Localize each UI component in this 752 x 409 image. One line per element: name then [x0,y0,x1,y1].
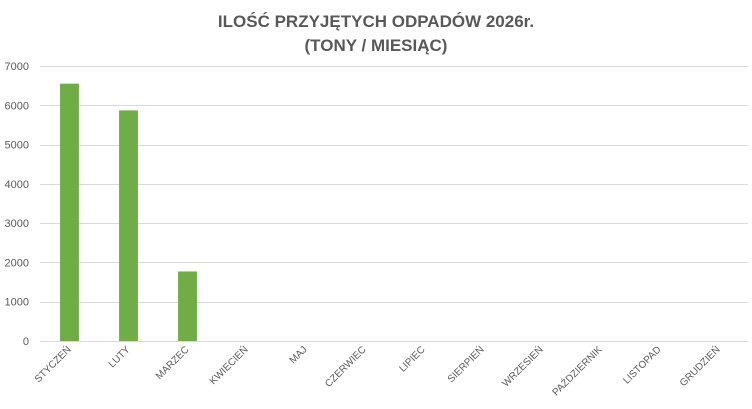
x-tick-label: STYCZEŃ [31,343,73,385]
x-tick-label: PAŹDZIERNIK [549,343,605,399]
x-tick-label: LISTOPAD [622,344,664,386]
x-tick-label: LUTY [107,344,133,370]
y-tick-label: 5000 [5,140,29,152]
bars [60,83,197,342]
bar [178,271,197,341]
x-tick-label: LIPIEC [397,344,427,374]
chart-subtitle: (TONY / MIESIĄC) [304,36,448,55]
bar [60,83,79,341]
y-tick-label: 1000 [5,297,29,309]
y-tick-label: 2000 [5,257,29,269]
gridlines [40,66,748,342]
x-tick-label: MARZEC [154,344,192,382]
y-tick-label: 0 [23,336,29,348]
chart-title: ILOŚĆ PRZYJĘTYCH ODPADÓW 2026r. [217,12,535,31]
x-axis-ticks: STYCZEŃ LUTY MARZEC KWIECIEŃ MAJ CZERWIEC LIPI… [31,343,722,399]
x-tick-label: CZERWIEC [323,344,368,389]
y-tick-label: 4000 [5,179,29,191]
y-axis-ticks: 0 1000 2000 3000 4000 5000 6000 7000 [5,61,29,348]
x-tick-label: MAJ [288,344,310,366]
bar [119,110,138,342]
x-tick-label: SIERPIEŃ [444,343,486,385]
y-tick-label: 6000 [5,100,29,112]
y-tick-label: 7000 [5,61,29,73]
y-tick-label: 3000 [5,218,29,230]
x-tick-label: GRUDZIEŃ [676,343,722,389]
x-tick-label: KWIECIEŃ [206,343,250,387]
x-tick-label: WRZESIEŃ [499,343,546,390]
